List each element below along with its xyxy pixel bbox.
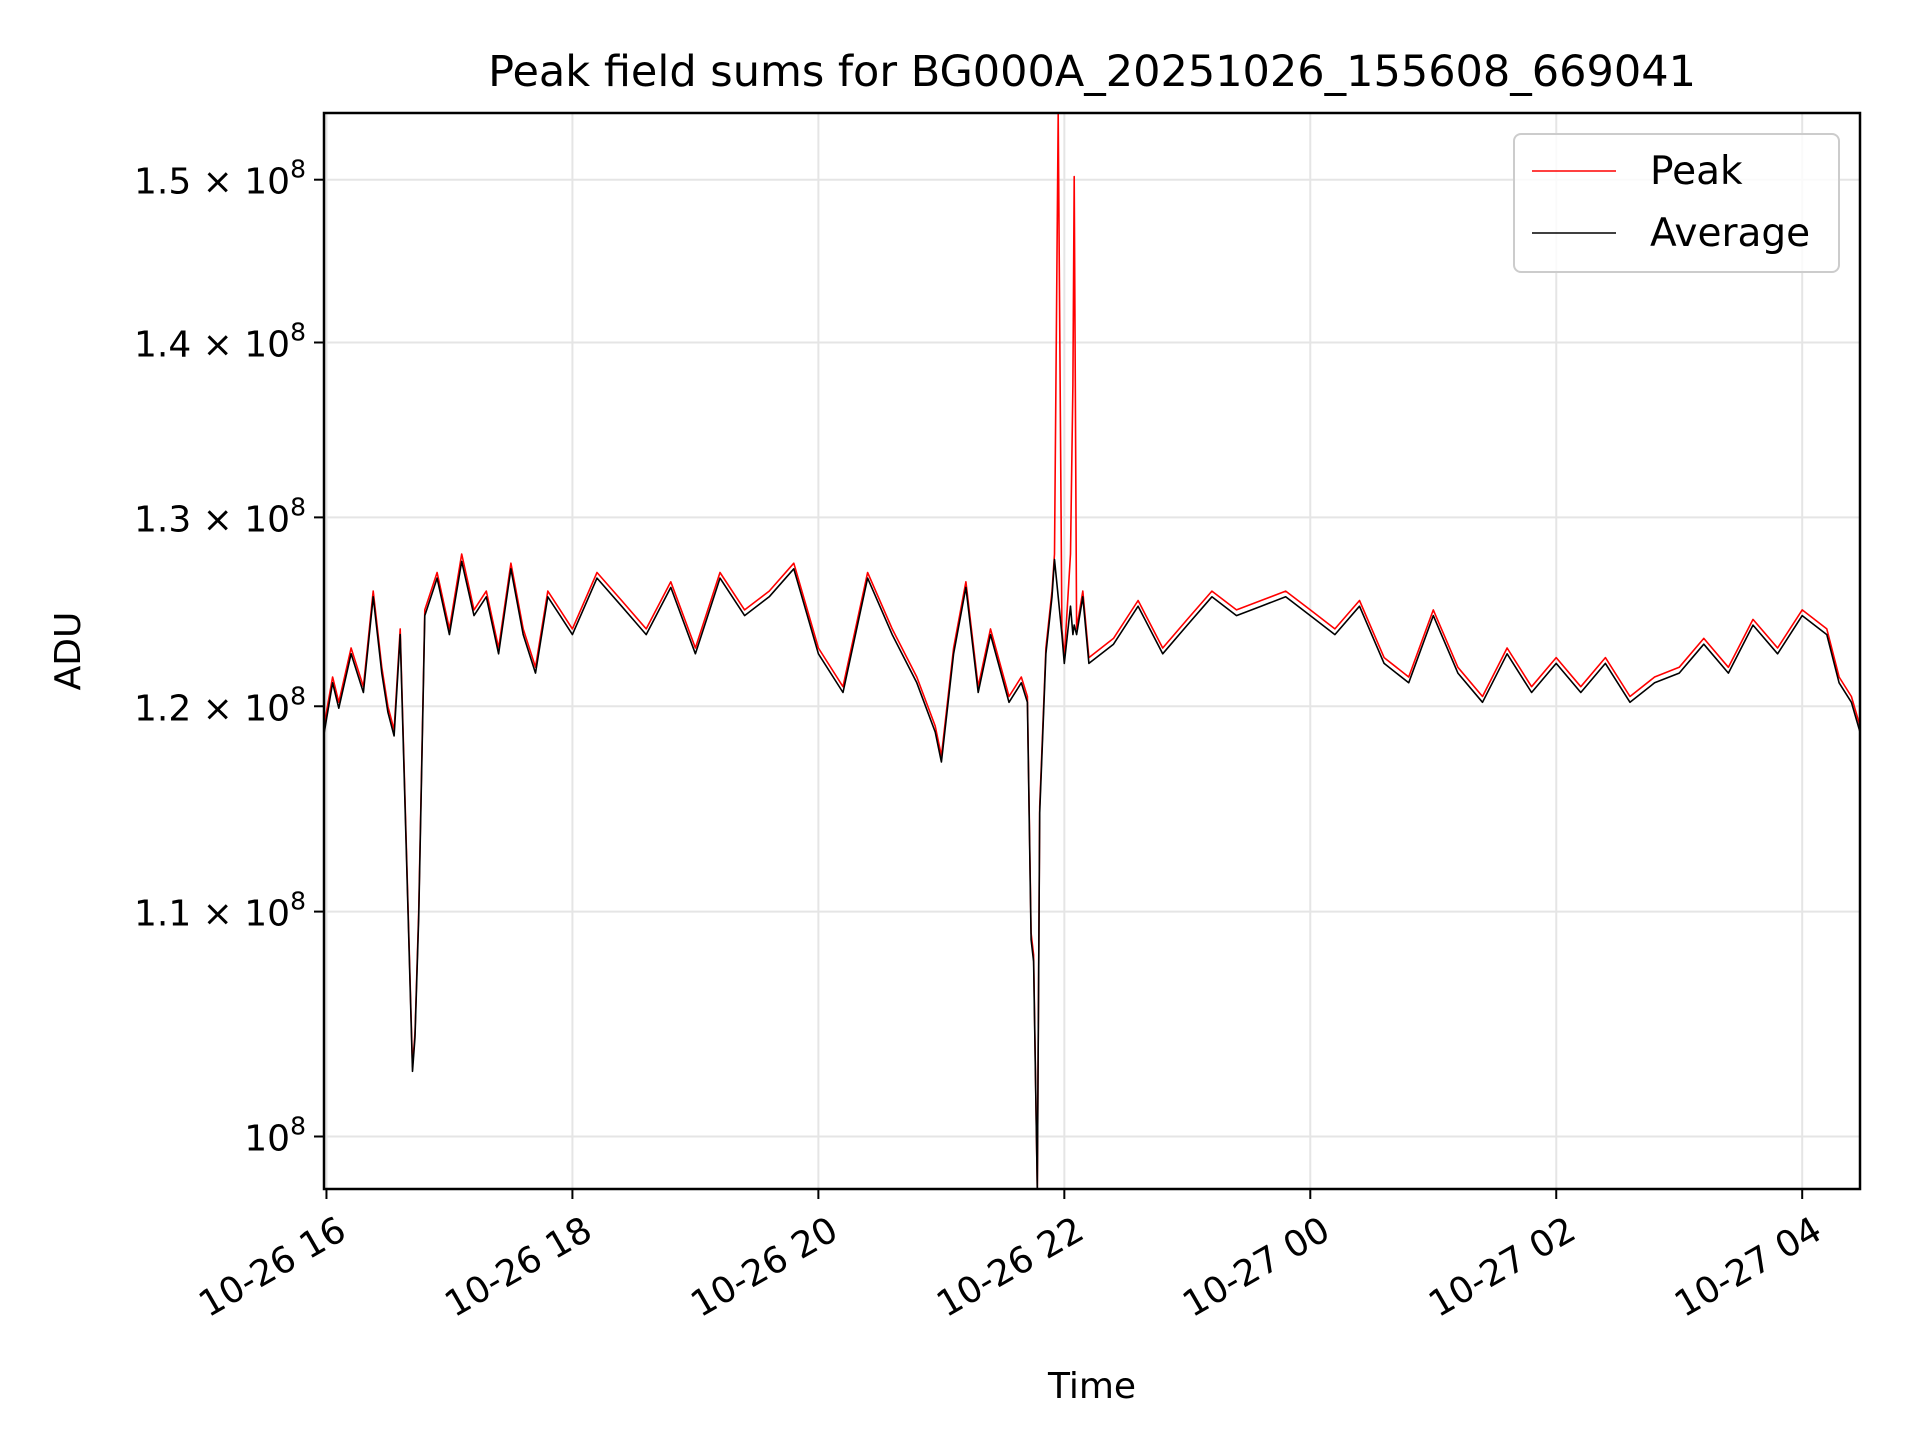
y-axis-label: ADU xyxy=(48,612,89,691)
series-average-line xyxy=(323,558,1861,1190)
legend-peak-label: Peak xyxy=(1650,149,1743,194)
x-axis-label: Time xyxy=(1047,1366,1136,1407)
chart-title: Peak field sums for BG000A_20251026_1556… xyxy=(488,47,1696,97)
series-peak-line xyxy=(323,112,1861,1190)
y-tick-label: 108 xyxy=(244,1112,306,1160)
plot-frame xyxy=(322,111,1862,1191)
series-layer xyxy=(323,112,1861,1190)
legend-box xyxy=(1513,133,1840,273)
y-tick-label: 1.3 × 108 xyxy=(134,492,306,540)
y-tick-label: 1.1 × 108 xyxy=(134,887,306,935)
y-tick-label: 1.4 × 108 xyxy=(134,318,306,366)
legend-average-label: Average xyxy=(1650,211,1810,256)
y-tick-label: 1.5 × 108 xyxy=(134,155,306,203)
y-tick-label: 1.2 × 108 xyxy=(134,681,306,729)
legend: Peak Average xyxy=(1513,133,1840,273)
